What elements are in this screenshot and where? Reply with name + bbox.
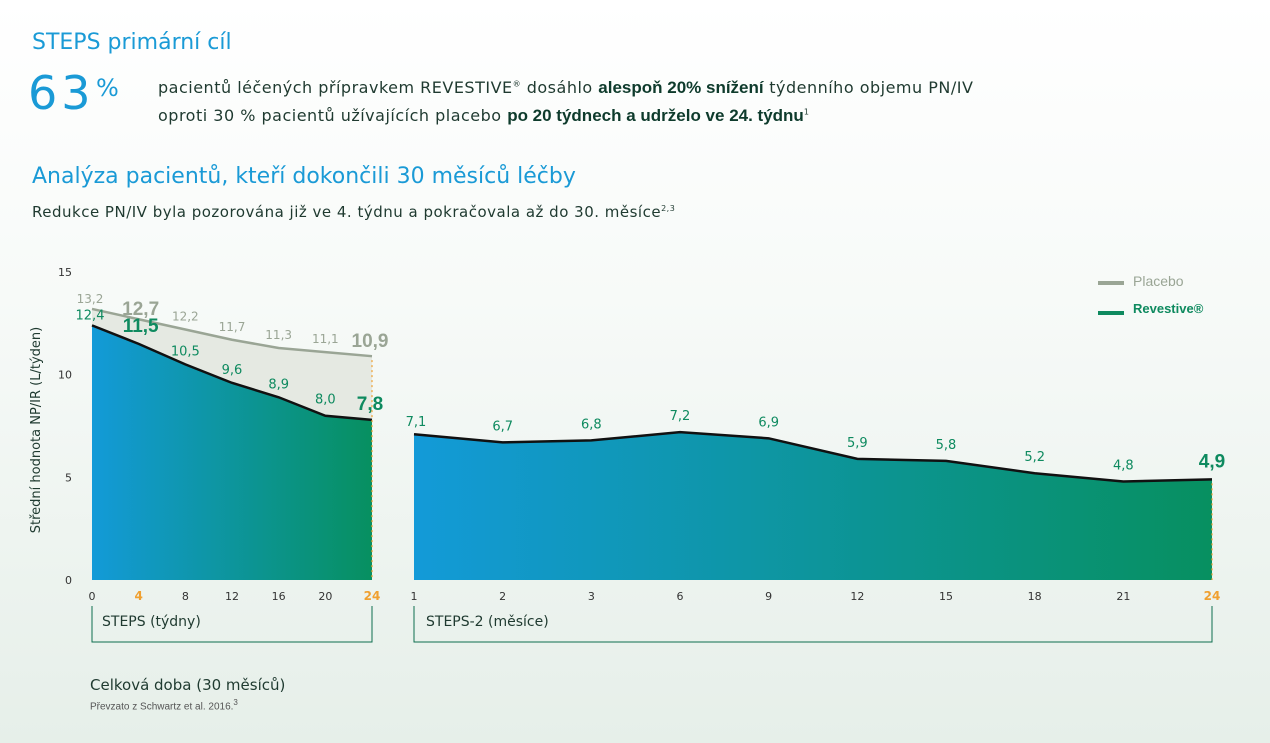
primary-percent: 63 (28, 66, 95, 120)
period-bracket (413, 606, 1213, 643)
revestive-data-label: 11,5 (123, 316, 159, 337)
legend: Placebo Revestive® (1098, 273, 1204, 316)
revestive-data-label: 6,7 (492, 419, 513, 434)
percent-sign: % (96, 74, 119, 102)
source-footnote: 3 (233, 698, 238, 707)
source-citation: Převzato z Schwartz et al. 2016.3 (90, 698, 238, 712)
x-tick-label: 8 (182, 590, 189, 603)
x-tick-label: 2 (499, 590, 506, 603)
placebo-line (91, 307, 373, 358)
revestive-line (91, 324, 373, 422)
x-tick-label: 15 (939, 590, 953, 603)
section-subtitle: Redukce PN/IV byla pozorována již ve 4. … (32, 203, 675, 221)
steps2-panel: 1 2 3 6 9 12 15 18 21 247,1 6,7 6,87,2 6,95,9 5,85,24… (406, 409, 1226, 603)
page-title: STEPS primární cíl (32, 30, 232, 55)
x-tick-label: 16 (272, 590, 286, 603)
section-title: Analýza pacientů, kteří dokončili 30 měs… (32, 164, 576, 189)
y-tick-label: 15 (58, 266, 72, 279)
y-tick-label: 5 (65, 471, 72, 484)
line2-text-a: oproti 30 % pacientů užívajících placebo (158, 106, 508, 125)
revestive-data-label: 5,2 (1024, 450, 1045, 465)
line1-text-a: pacientů léčených přípravkem REVESTIVE (158, 78, 513, 97)
steps-period-label: STEPS (týdny) (102, 614, 201, 630)
registered-mark: ® (512, 79, 522, 89)
study-period-boxes (91, 606, 1213, 643)
x-tick-label: 9 (765, 590, 772, 603)
revestive-data-label: 9,6 (222, 363, 243, 378)
x-tick-label: 4 (134, 589, 142, 603)
line2-footnote: 1 (803, 107, 810, 117)
line1-text-c: týdenního objemu PN/IV (763, 78, 974, 97)
x-tick-label: 21 (1116, 590, 1130, 603)
placebo-data-label: 12,7 (122, 299, 159, 320)
x-tick-label: 12 (225, 590, 239, 603)
line2-bold: po 20 týdnech a udrželo ve 24. týdnu (507, 106, 804, 125)
line1-bold: alespoň 20% snížení (598, 78, 764, 97)
revestive-data-label: 10,5 (171, 344, 200, 359)
x-tick-label: 1 (411, 590, 418, 603)
placebo-data-label: 12,2 (172, 309, 199, 323)
revestive-data-label: 7,1 (406, 415, 427, 430)
placebo-data-label: 10,9 (352, 331, 389, 352)
placebo-data-label: 11,7 (219, 320, 246, 334)
revestive-data-label: 4,9 (1199, 451, 1225, 472)
y-tick-label: 0 (65, 574, 72, 587)
subtitle-text: Redukce PN/IV byla pozorována již ve 4. … (32, 203, 662, 221)
y-tick-label: 10 (58, 369, 72, 382)
x-tick-label: 3 (588, 590, 595, 603)
steps-panel: 0 4 8 12 16 20 24 12,4 11,5 10,5 9,6 8,9 8,0 7,8 13,2 1… (76, 292, 389, 603)
placebo-data-label: 13,2 (77, 292, 104, 306)
x-tick-label: 24 (364, 589, 381, 603)
primary-endpoint-line-1: pacientů léčených přípravkem REVESTIVE® … (158, 78, 973, 98)
placebo-band (92, 308, 372, 420)
revestive-data-label: 4,8 (1113, 458, 1134, 473)
x-tick-label: 12 (850, 590, 864, 603)
x-tick-label: 24 (1204, 589, 1221, 603)
revestive-data-label: 8,9 (268, 377, 289, 392)
y-axis-ticks: 0 5 10 15 (58, 266, 72, 587)
revestive-data-label: 5,8 (936, 438, 957, 453)
revestive-data-label: 5,9 (847, 436, 868, 451)
primary-endpoint-line-2: oproti 30 % pacientů užívajících placebo… (158, 106, 809, 126)
revestive-data-label: 8,0 (315, 393, 336, 408)
revestive-data-label: 7,2 (670, 409, 691, 424)
period-bracket (91, 606, 373, 643)
revestive-data-label: 12,4 (76, 308, 105, 323)
x-tick-label: 6 (677, 590, 684, 603)
source-text: Převzato z Schwartz et al. 2016. (90, 701, 234, 713)
revestive-data-label: 6,9 (758, 415, 779, 430)
placebo-data-label: 11,1 (312, 332, 339, 346)
revestive-area (92, 325, 372, 580)
line1-text-b: dosáhlo (521, 78, 599, 97)
total-duration: Celková doba (30 měsíců) (90, 676, 286, 694)
placebo-data-label: 11,3 (265, 328, 292, 342)
x-tick-label: 0 (89, 590, 96, 603)
subtitle-footnote: 2,3 (661, 204, 676, 213)
revestive-data-label: 7,8 (357, 394, 383, 415)
steps2-period-label: STEPS-2 (měsíce) (426, 614, 549, 630)
revestive-data-label: 6,8 (581, 417, 602, 432)
legend-label: Placebo (1133, 273, 1184, 289)
y-axis-label: Střední hodnota NP/IR (L/týden) (29, 327, 44, 533)
x-tick-label: 20 (318, 590, 332, 603)
revestive-area (414, 432, 1212, 580)
x-tick-label: 18 (1028, 590, 1042, 603)
legend-label: Revestive® (1133, 301, 1204, 316)
revestive-line (413, 430, 1213, 483)
